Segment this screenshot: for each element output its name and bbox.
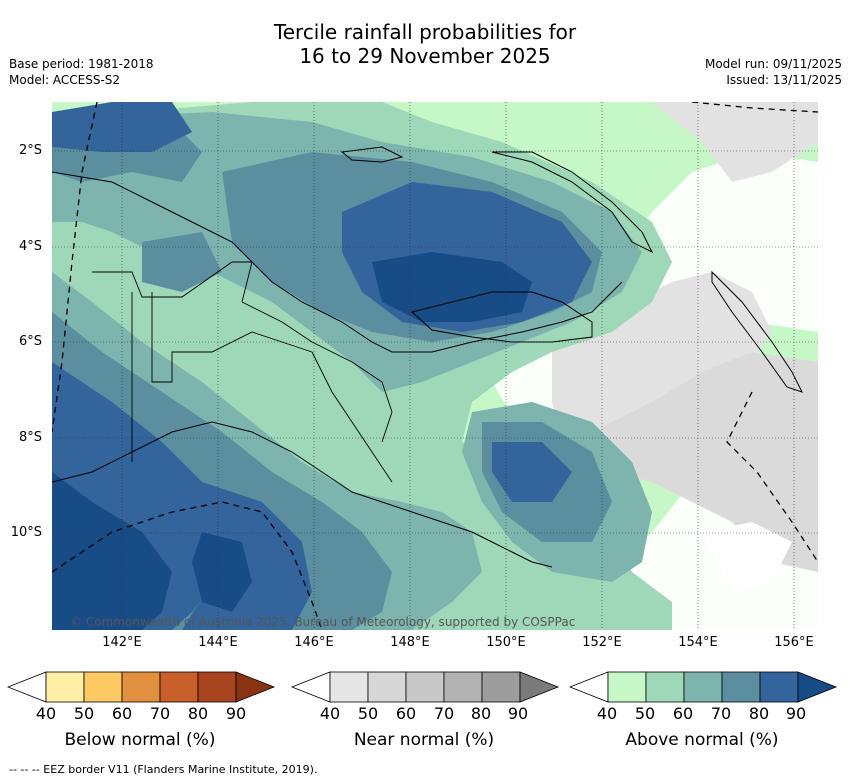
gridlines (52, 102, 818, 630)
near-tick-90: 90 (507, 704, 529, 723)
above-90-south-2 (192, 532, 252, 612)
title-line-1: Tercile rainfall probabilities for (273, 20, 577, 44)
above-80-east (492, 442, 572, 502)
coastlines (51, 146, 803, 568)
manus (340, 146, 404, 163)
map-svg: © Commonwealth of Australia 2025, Bureau… (51, 101, 819, 631)
lat-label-4: 4°S (18, 239, 42, 254)
below-tick-60: 60 (111, 704, 133, 723)
border-4 (311, 351, 393, 483)
eez-west (51, 101, 98, 433)
colorbar-1-left-cap (290, 671, 331, 703)
above-90-north (372, 252, 532, 322)
above-tick-90: 90 (785, 704, 807, 723)
below-normal-title: Below normal (%) (64, 730, 216, 750)
eez-north (691, 101, 819, 113)
lon-label-146: 146°E (294, 635, 334, 650)
bougainville (711, 270, 803, 393)
colorbar-2-segment-2 (683, 671, 723, 703)
near-tick-40: 40 (319, 704, 341, 723)
map-title: Tercile rainfall probabilities for 16 to… (0, 20, 850, 68)
colorbar-2-right-cap (797, 671, 838, 703)
colorbar-1-segment-0 (329, 671, 369, 703)
lon-label-152: 152°E (582, 635, 622, 650)
colorbar-2-segment-3 (721, 671, 761, 703)
meta-left: Base period: 1981-2018 Model: ACCESS-S2 (9, 56, 154, 88)
below-tick-90: 90 (225, 704, 247, 723)
colorbar-1-right-cap (519, 671, 560, 703)
below-tick-70: 70 (149, 704, 171, 723)
near-tick-70: 70 (433, 704, 455, 723)
colorbar-0-segment-3 (159, 671, 199, 703)
colorbar-0-left-cap (6, 671, 47, 703)
lon-label-156: 156°E (774, 635, 814, 650)
lat-label-8: 8°S (18, 430, 42, 445)
colorbar-0-segment-2 (121, 671, 161, 703)
issued-date: Issued: 13/11/2025 (726, 73, 842, 87)
south-coast (51, 421, 553, 568)
meta-right: Model run: 09/11/2025 Issued: 13/11/2025 (705, 56, 842, 88)
above-tick-60: 60 (672, 704, 694, 723)
above-normal-title: Above normal (%) (625, 730, 779, 750)
near-normal-region-3 (592, 352, 818, 572)
near-normal-title: Near normal (%) (353, 730, 495, 750)
below-tick-50: 50 (73, 704, 95, 723)
north-coast (51, 171, 623, 353)
border-3 (241, 301, 393, 443)
lon-label-144: 144°E (198, 635, 238, 650)
lat-label-2: 2°S (18, 143, 42, 158)
colorbar-2-left-cap (568, 671, 609, 703)
colorbar-1-segment-1 (367, 671, 407, 703)
new-ireland (491, 151, 654, 254)
lon-label-150: 150°E (486, 635, 526, 650)
above-tick-80: 80 (748, 704, 770, 723)
above-tick-70: 70 (710, 704, 732, 723)
province-borders (92, 261, 393, 483)
near-normal-region-2 (652, 102, 818, 182)
white-patch (702, 522, 792, 592)
base-period: Base period: 1981-2018 (9, 57, 154, 71)
above-tick-50: 50 (634, 704, 656, 723)
lon-label-148: 148°E (390, 635, 430, 650)
colorbar-2-segment-1 (645, 671, 685, 703)
colorbar-1-segment-3 (443, 671, 483, 703)
near-tick-50: 50 (357, 704, 379, 723)
colorbar-1-segment-2 (405, 671, 445, 703)
colorbar-0-right-cap (235, 671, 276, 703)
near-tick-60: 60 (395, 704, 417, 723)
colorbar-1-segment-4 (481, 671, 521, 703)
colorbars (6, 671, 838, 703)
lon-label-142: 142°E (102, 635, 142, 650)
model-run: Model run: 09/11/2025 (704, 57, 842, 71)
model-name: Model: ACCESS-S2 (9, 73, 121, 87)
border-2 (151, 292, 313, 383)
colorbar-2-segment-0 (607, 671, 647, 703)
below-tick-40: 40 (35, 704, 57, 723)
copyright-text: © Commonwealth of Australia 2025, Bureau… (70, 615, 575, 629)
eez-east (726, 391, 819, 563)
colorbar-0-segment-4 (197, 671, 237, 703)
lat-label-10: 10°S (10, 525, 42, 540)
below-tick-80: 80 (187, 704, 209, 723)
lat-label-6: 6°S (18, 334, 42, 349)
near-tick-80: 80 (470, 704, 492, 723)
lon-label-154: 154°E (678, 635, 718, 650)
above-90-south (52, 472, 172, 630)
footer-note: -- -- -- EEZ border V11 (Flanders Marine… (9, 763, 318, 776)
new-britain (410, 291, 593, 343)
above-tick-40: 40 (596, 704, 618, 723)
probability-map: © Commonwealth of Australia 2025, Bureau… (51, 101, 819, 631)
border-1 (92, 261, 253, 303)
colorbar-2-segment-4 (759, 671, 799, 703)
colorbar-0-segment-1 (83, 671, 123, 703)
colorbar-0-segment-0 (45, 671, 85, 703)
title-line-2: 16 to 29 November 2025 (299, 44, 551, 68)
